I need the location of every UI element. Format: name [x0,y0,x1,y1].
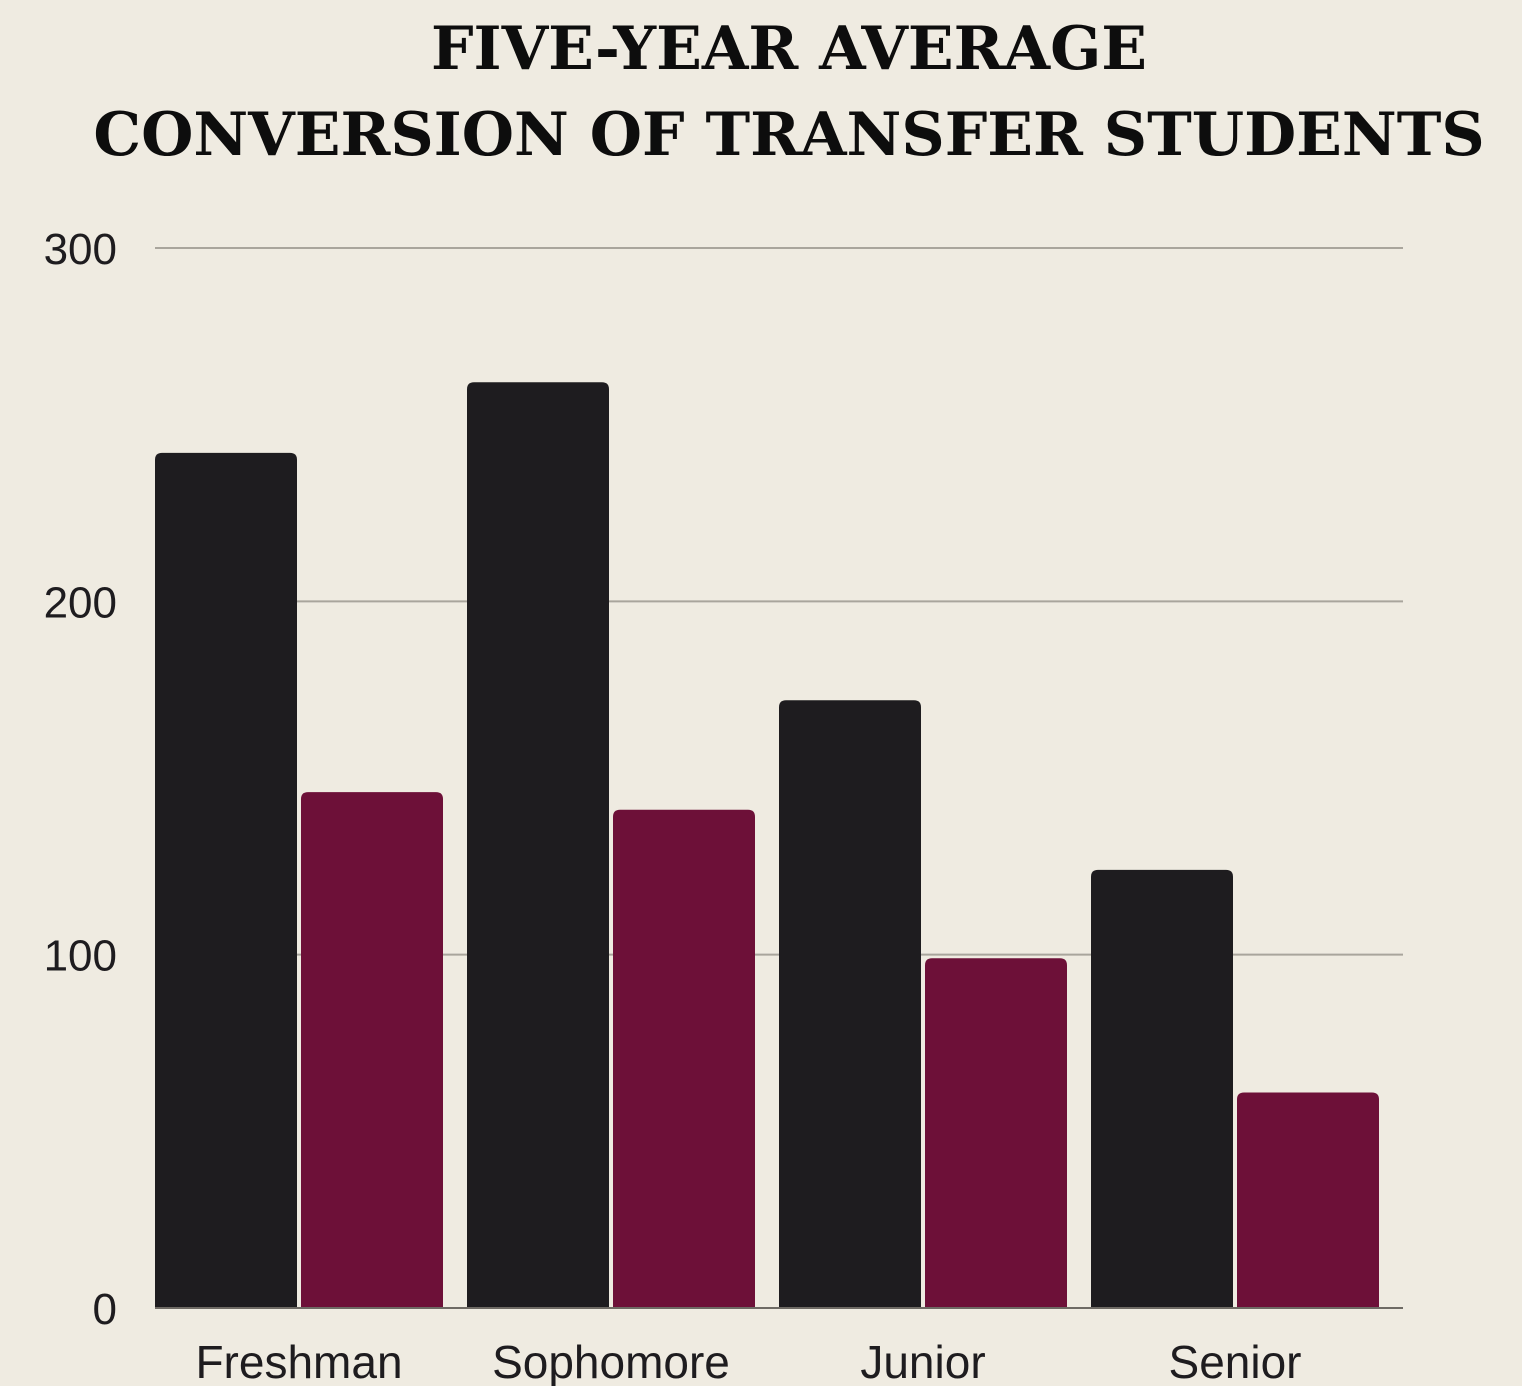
bar-freshman-series-2 [301,792,443,1308]
x-category-label: Sophomore [492,1336,730,1386]
bars [155,382,1379,1308]
y-tick-label: 100 [44,932,117,981]
bar-sophomore-series-2 [613,809,755,1308]
y-tick-label: 0 [93,1285,117,1334]
x-category-label: Senior [1169,1336,1302,1386]
bar-junior-series-1 [779,700,921,1308]
bar-freshman-series-1 [155,452,297,1308]
y-tick-label: 200 [44,578,117,627]
bar-senior-series-1 [1091,869,1233,1308]
chart-title-line-1: FIVE-YEAR AVERAGE [430,14,1148,84]
x-category-label: Freshman [195,1336,402,1386]
axis-labels: 0 100 200 300 Freshman Sophomore Junior Senior [44,225,1302,1386]
bar-sophomore-series-1 [467,382,609,1308]
chart-title: FIVE-YEAR AVERAGE CONVERSION OF TRANSFER… [0,6,1522,178]
chart-title-line-2: CONVERSION OF TRANSFER STUDENTS [93,100,1485,170]
bar-junior-series-2 [925,958,1067,1308]
x-category-label: Junior [860,1336,985,1386]
bar-senior-series-2 [1237,1092,1379,1308]
y-tick-label: 300 [44,225,117,274]
